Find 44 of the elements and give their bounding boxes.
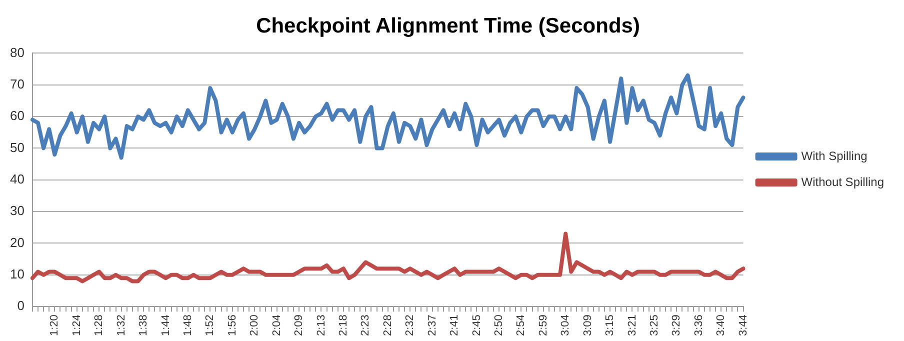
legend-label: With Spilling xyxy=(801,148,868,163)
y-tick-label: 80 xyxy=(10,44,24,60)
x-tick-label: 1:56 xyxy=(226,314,238,336)
x-tick-label: 2:59 xyxy=(537,314,550,336)
x-tick-label: 2:09 xyxy=(293,314,306,336)
x-tick-label: 2:45 xyxy=(470,314,483,336)
x-tick-label: 1:52 xyxy=(204,314,216,336)
x-tick-label: 3:15 xyxy=(604,314,616,336)
chart-title: Checkpoint Alignment Time (Seconds) xyxy=(256,14,640,38)
y-tick-label: 30 xyxy=(10,203,24,218)
x-tick-label: 1:28 xyxy=(93,314,106,336)
y-tick-label: 40 xyxy=(10,171,24,186)
x-tick-label: 3:40 xyxy=(715,314,728,336)
x-tick-label: 1:48 xyxy=(182,314,194,336)
x-tick-label: 2:32 xyxy=(404,314,416,336)
x-tick-label: 1:38 xyxy=(138,314,150,336)
y-tick-label: 50 xyxy=(10,140,24,155)
y-tick-label: 60 xyxy=(10,108,24,124)
x-tick-label: 1:32 xyxy=(115,314,128,336)
x-tick-label: 1:44 xyxy=(160,314,172,336)
x-tick-label: 3:21 xyxy=(626,314,638,336)
y-tick-label: 70 xyxy=(10,76,24,92)
legend-label: Without Spilling xyxy=(801,174,884,189)
x-tick-label: 3:29 xyxy=(670,314,683,336)
y-tick-label: 10 xyxy=(10,266,24,282)
x-tick-label: 3:44 xyxy=(737,314,750,336)
x-tick-label: 3:36 xyxy=(692,314,705,336)
x-tick-label: 2:54 xyxy=(515,314,528,336)
x-tick-label: 2:13 xyxy=(315,314,328,336)
x-tick-label: 2:00 xyxy=(248,314,261,336)
x-tick-label: 3:09 xyxy=(582,314,594,336)
x-tick-label: 2:23 xyxy=(360,314,372,336)
x-tick-label: 3:25 xyxy=(648,314,660,336)
x-tick-label: 2:37 xyxy=(426,314,438,336)
x-tick-label: 2:04 xyxy=(270,314,283,336)
y-tick-label: 0 xyxy=(17,298,24,314)
y-tick-label: 20 xyxy=(10,234,24,250)
x-tick-label: 2:41 xyxy=(448,314,461,336)
x-tick-label: 2:50 xyxy=(492,314,505,336)
x-tick-label: 2:18 xyxy=(337,314,350,336)
x-tick-label: 1:24 xyxy=(70,314,83,336)
x-tick-label: 3:04 xyxy=(560,314,572,336)
x-tick-label: 2:28 xyxy=(382,314,394,336)
x-tick-label: 1:20 xyxy=(48,314,61,336)
